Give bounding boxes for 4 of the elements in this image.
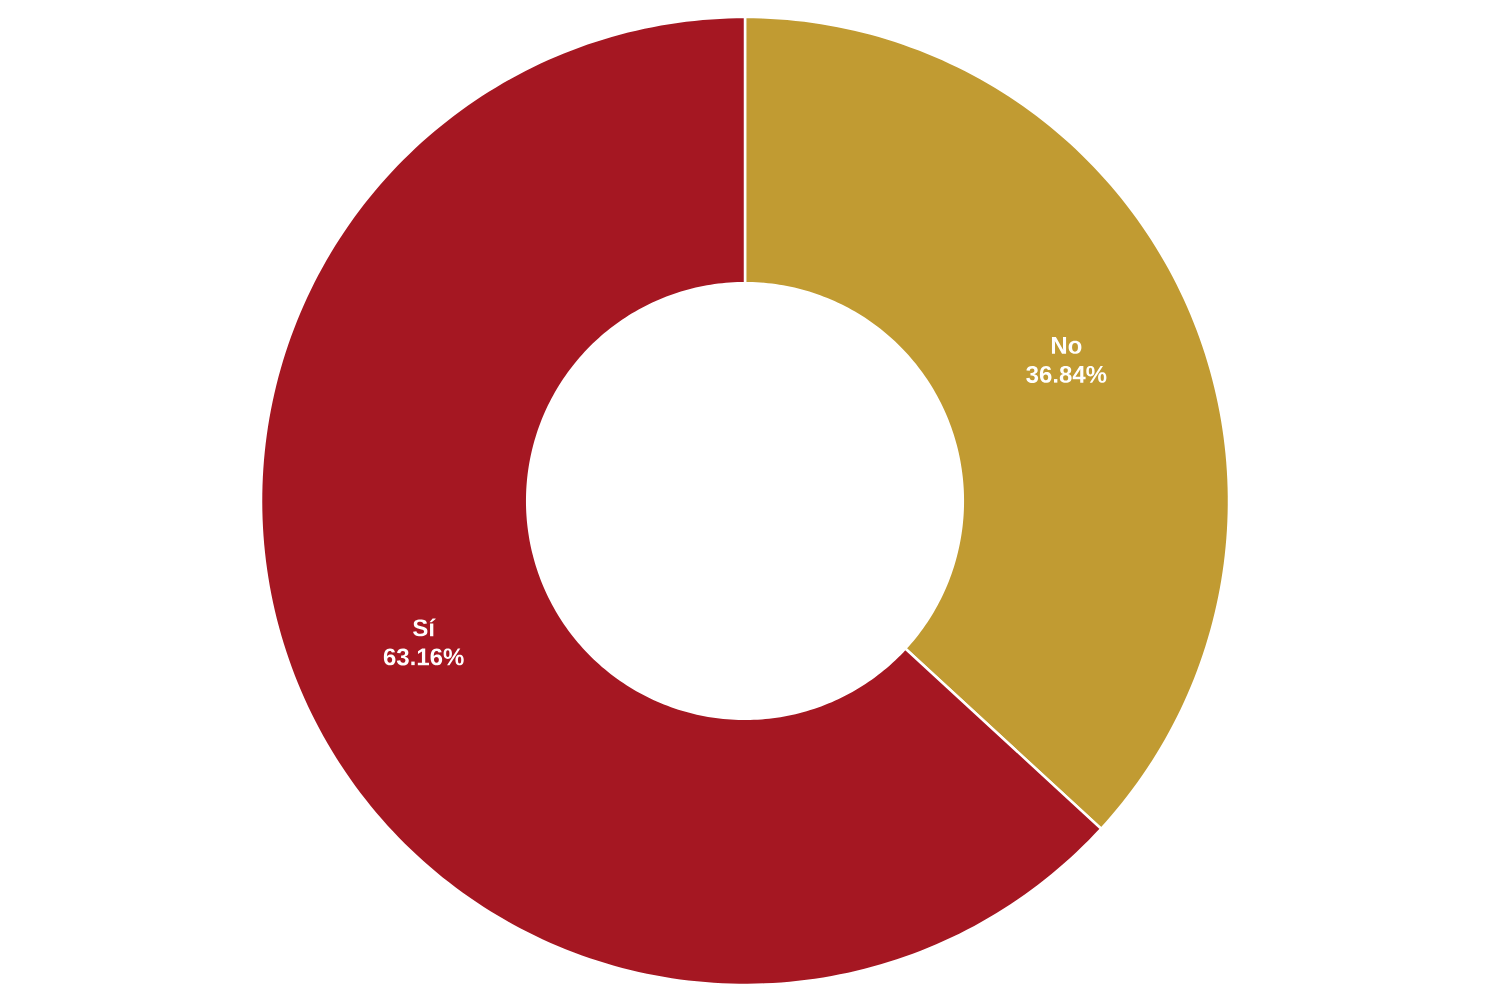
slice-label: No xyxy=(1051,337,1082,354)
data-label: 63.16% xyxy=(383,648,464,666)
data-label: 36.84% xyxy=(1026,365,1107,383)
slice-label: Sí xyxy=(413,618,436,637)
